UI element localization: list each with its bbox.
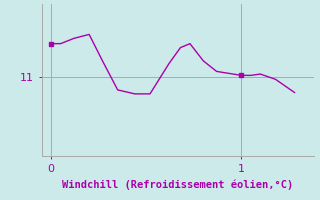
X-axis label: Windchill (Refroidissement éolien,°C): Windchill (Refroidissement éolien,°C) (62, 179, 293, 190)
